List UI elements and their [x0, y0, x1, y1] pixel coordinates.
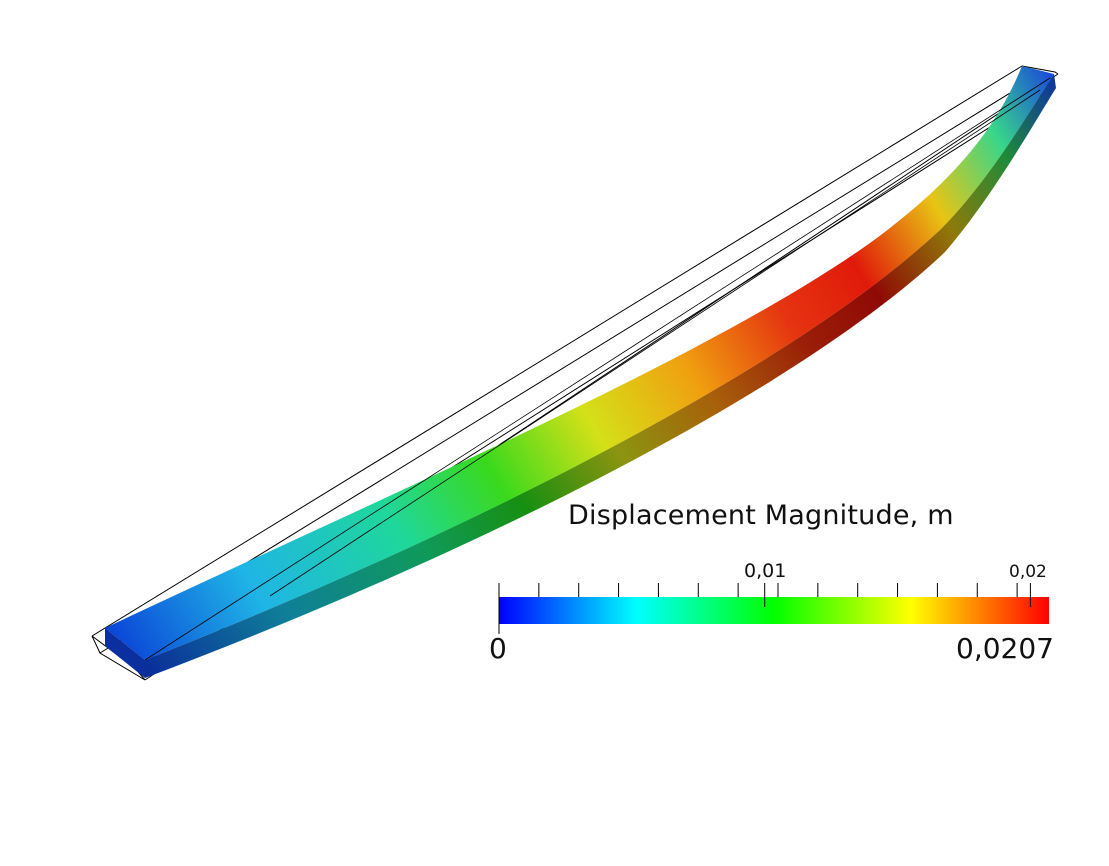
beam-top-face	[105, 66, 1054, 660]
legend-tick-label-0-01: 0,01	[744, 560, 786, 582]
legend-min-label: 0	[489, 632, 507, 665]
legend-max-label: 0,0207	[956, 632, 1054, 665]
legend-tick-label-0-02: 0,02	[1009, 562, 1047, 582]
colorbar	[499, 583, 1049, 634]
legend-title: Displacement Magnitude, m	[568, 500, 954, 531]
outline-overlay	[145, 78, 1050, 660]
colorbar-bar	[499, 597, 1049, 624]
